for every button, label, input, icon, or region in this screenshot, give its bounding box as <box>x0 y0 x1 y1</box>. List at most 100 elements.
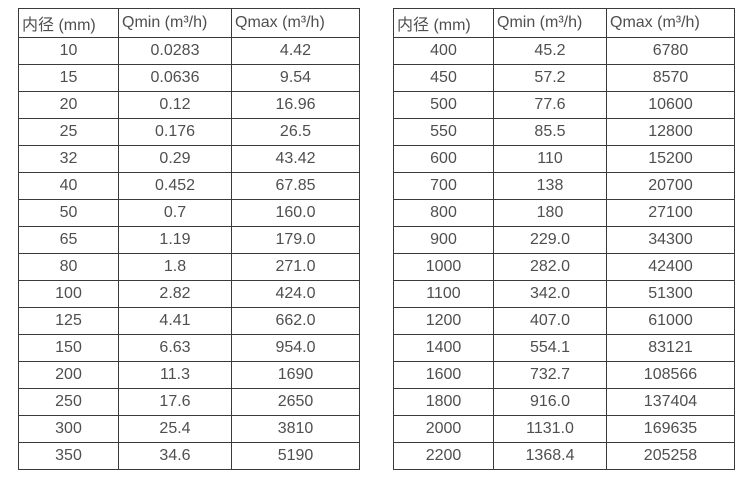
diameter-cell: 200 <box>18 361 119 389</box>
qmin-cell: 17.6 <box>118 388 232 416</box>
table-row: 20 0.12 16.96 <box>18 91 360 119</box>
qmin-cell: 180 <box>493 199 607 227</box>
table-row: 25 0.176 26.5 <box>18 118 360 146</box>
diameter-cell: 900 <box>393 226 494 254</box>
table-row: 600 110 15200 <box>393 145 735 173</box>
qmax-cell: 205258 <box>606 442 735 470</box>
diameter-cell: 450 <box>393 64 494 92</box>
qmin-cell: 732.7 <box>493 361 607 389</box>
qmax-cell: 10600 <box>606 91 735 119</box>
table-row: 1400 554.1 83121 <box>393 334 735 362</box>
qmax-cell: 662.0 <box>231 307 360 335</box>
qmax-cell: 954.0 <box>231 334 360 362</box>
diameter-cell: 125 <box>18 307 119 335</box>
qmax-cell: 43.42 <box>231 145 360 173</box>
diameter-cell: 400 <box>393 37 494 65</box>
diameter-cell: 550 <box>393 118 494 146</box>
qmax-cell: 5190 <box>231 442 360 470</box>
table-row: 125 4.41 662.0 <box>18 307 360 335</box>
table-row: 1200 407.0 61000 <box>393 307 735 335</box>
qmin-cell: 1131.0 <box>493 415 607 443</box>
table-body: 10 0.0283 4.42 15 0.0636 9.54 20 0.12 16.96 25 0.1… <box>18 37 360 470</box>
qmax-cell: 8570 <box>606 64 735 92</box>
qmin-cell: 2.82 <box>118 280 232 308</box>
qmax-cell: 137404 <box>606 388 735 416</box>
qmax-cell: 108566 <box>606 361 735 389</box>
qmin-cell: 4.41 <box>118 307 232 335</box>
header-diameter: 内径 (mm) <box>18 8 119 38</box>
diameter-cell: 1200 <box>393 307 494 335</box>
qmin-cell: 407.0 <box>493 307 607 335</box>
qmin-cell: 554.1 <box>493 334 607 362</box>
diameter-cell: 1800 <box>393 388 494 416</box>
qmax-cell: 27100 <box>606 199 735 227</box>
diameter-cell: 20 <box>18 91 119 119</box>
table-row: 500 77.6 10600 <box>393 91 735 119</box>
diameter-cell: 350 <box>18 442 119 470</box>
qmin-cell: 1.19 <box>118 226 232 254</box>
diameter-cell: 300 <box>18 415 119 443</box>
table-row: 550 85.5 12800 <box>393 118 735 146</box>
table-row: 800 180 27100 <box>393 199 735 227</box>
table-row: 100 2.82 424.0 <box>18 280 360 308</box>
table-row: 15 0.0636 9.54 <box>18 64 360 92</box>
qmax-cell: 179.0 <box>231 226 360 254</box>
table-row: 65 1.19 179.0 <box>18 226 360 254</box>
qmin-cell: 138 <box>493 172 607 200</box>
qmin-cell: 0.0283 <box>118 37 232 65</box>
qmin-cell: 0.0636 <box>118 64 232 92</box>
header-qmin: Qmin (m³/h) <box>118 8 232 38</box>
qmax-cell: 2650 <box>231 388 360 416</box>
qmax-cell: 169635 <box>606 415 735 443</box>
diameter-cell: 1600 <box>393 361 494 389</box>
diameter-cell: 150 <box>18 334 119 362</box>
diameter-cell: 10 <box>18 37 119 65</box>
table-body: 400 45.2 6780 450 57.2 8570 500 77.6 10600 550 85.… <box>393 37 735 470</box>
qmin-cell: 34.6 <box>118 442 232 470</box>
qmax-cell: 26.5 <box>231 118 360 146</box>
diameter-cell: 1400 <box>393 334 494 362</box>
table-row: 10 0.0283 4.42 <box>18 37 360 65</box>
qmax-cell: 67.85 <box>231 172 360 200</box>
table-row: 80 1.8 271.0 <box>18 253 360 281</box>
qmin-cell: 45.2 <box>493 37 607 65</box>
qmax-cell: 61000 <box>606 307 735 335</box>
diameter-cell: 800 <box>393 199 494 227</box>
table-row: 1000 282.0 42400 <box>393 253 735 281</box>
table-row: 200 11.3 1690 <box>18 361 360 389</box>
qmin-cell: 110 <box>493 145 607 173</box>
diameter-cell: 65 <box>18 226 119 254</box>
qmin-cell: 0.12 <box>118 91 232 119</box>
diameter-cell: 80 <box>18 253 119 281</box>
flow-table-large-diameters: 内径 (mm) Qmin (m³/h) Qmax (m³/h) 400 45.2 6… <box>393 8 735 470</box>
qmax-cell: 20700 <box>606 172 735 200</box>
flow-rate-tables-container: 内径 (mm) Qmin (m³/h) Qmax (m³/h) 10 0.0283… <box>18 8 735 470</box>
qmin-cell: 0.7 <box>118 199 232 227</box>
qmax-cell: 271.0 <box>231 253 360 281</box>
qmax-cell: 15200 <box>606 145 735 173</box>
qmax-cell: 3810 <box>231 415 360 443</box>
qmax-cell: 1690 <box>231 361 360 389</box>
table-row: 1600 732.7 108566 <box>393 361 735 389</box>
table-row: 400 45.2 6780 <box>393 37 735 65</box>
qmin-cell: 1368.4 <box>493 442 607 470</box>
table-row: 450 57.2 8570 <box>393 64 735 92</box>
qmin-cell: 0.29 <box>118 145 232 173</box>
qmin-cell: 342.0 <box>493 280 607 308</box>
table-row: 32 0.29 43.42 <box>18 145 360 173</box>
diameter-cell: 32 <box>18 145 119 173</box>
qmin-cell: 916.0 <box>493 388 607 416</box>
qmax-cell: 6780 <box>606 37 735 65</box>
header-diameter: 内径 (mm) <box>393 8 494 38</box>
table-row: 900 229.0 34300 <box>393 226 735 254</box>
table-row: 250 17.6 2650 <box>18 388 360 416</box>
qmin-cell: 282.0 <box>493 253 607 281</box>
qmin-cell: 11.3 <box>118 361 232 389</box>
qmax-cell: 16.96 <box>231 91 360 119</box>
header-qmin: Qmin (m³/h) <box>493 8 607 38</box>
diameter-cell: 250 <box>18 388 119 416</box>
table-row: 300 25.4 3810 <box>18 415 360 443</box>
diameter-cell: 50 <box>18 199 119 227</box>
diameter-cell: 2200 <box>393 442 494 470</box>
diameter-cell: 2000 <box>393 415 494 443</box>
